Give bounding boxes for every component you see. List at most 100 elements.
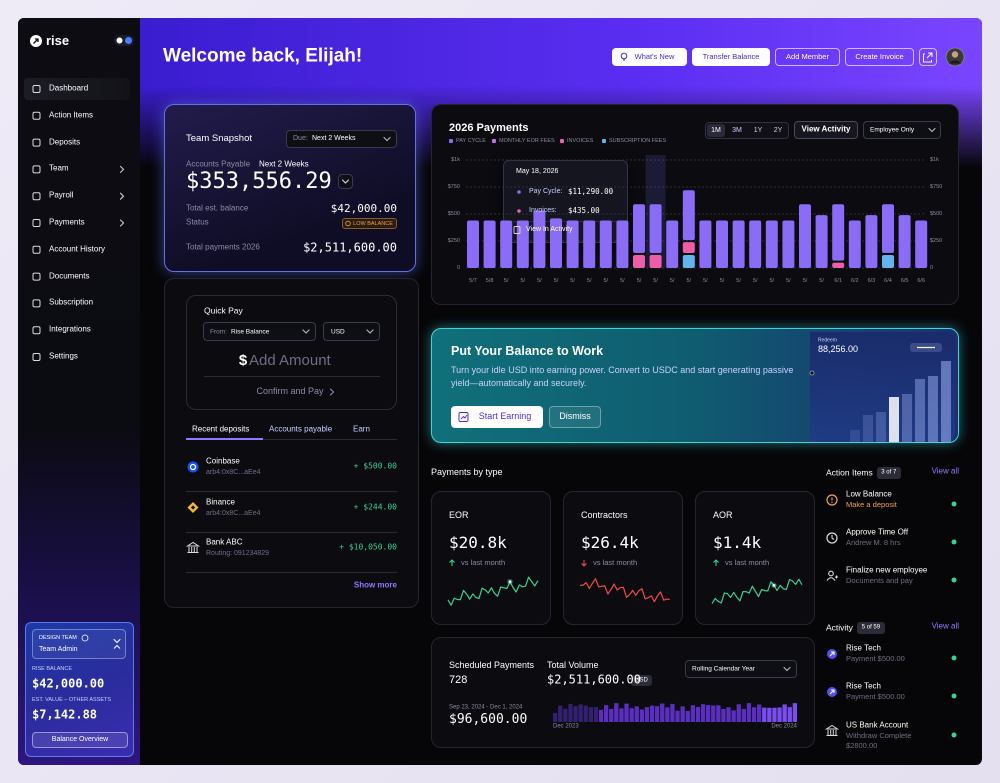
header-button[interactable]: [845, 48, 914, 66]
start-earning-button[interactable]: [451, 406, 543, 428]
due-select[interactable]: [286, 130, 397, 148]
view-all[interactable]: View all: [931, 621, 959, 631]
tab[interactable]: Earn: [353, 424, 370, 434]
widget-bar: [915, 379, 925, 442]
filter-value[interactable]: Employee Only: [870, 126, 915, 134]
x-tick-label: 5/: [570, 277, 575, 284]
currency-select[interactable]: [323, 322, 380, 341]
widget-dot: [809, 370, 815, 376]
item-title[interactable]: Finalize new employee: [846, 565, 928, 575]
nav-item[interactable]: Payroll: [49, 190, 74, 200]
divider: [513, 221, 618, 222]
tooltip-link[interactable]: View In Activity: [526, 226, 573, 234]
due-value[interactable]: Next 2 Weeks: [312, 135, 356, 143]
x-tick-label: 5/: [620, 277, 625, 284]
volume-bar: [583, 705, 588, 722]
assets-value: $7,142.88: [32, 707, 98, 722]
nav-item[interactable]: Team: [49, 163, 69, 173]
nav-icon: [32, 192, 41, 201]
nav-item[interactable]: Settings: [49, 351, 78, 361]
start-earning-label[interactable]: Start Earning: [478, 411, 532, 422]
volume-bar: [624, 703, 629, 722]
period-select[interactable]: [685, 660, 797, 678]
nav-item[interactable]: Documents: [49, 271, 90, 281]
nav-item[interactable]: Account History: [49, 244, 106, 254]
nav-item[interactable]: Dashboard: [49, 83, 89, 93]
volume-bar: [746, 703, 752, 722]
theme-toggle[interactable]: [114, 35, 134, 46]
expand-button[interactable]: [338, 174, 353, 189]
show-more[interactable]: Show more: [353, 580, 397, 590]
share-button[interactable]: [919, 48, 937, 66]
tab[interactable]: Accounts payable: [269, 424, 333, 434]
bar-segment: [633, 204, 645, 254]
header-button[interactable]: [692, 48, 770, 66]
range-amount: $96,600.00: [449, 711, 528, 727]
balance-overview-label[interactable]: Balance Overview: [51, 736, 109, 744]
item-title[interactable]: US Bank Account: [846, 720, 909, 730]
deposit-amount: + $500.00: [353, 461, 397, 471]
view-activity-button[interactable]: [794, 121, 858, 139]
info-icon: [81, 634, 89, 642]
from-value[interactable]: Rise Balance: [231, 327, 270, 335]
range-button[interactable]: 1M: [711, 126, 721, 134]
volume-bar: [675, 710, 680, 722]
x-tick-label: 5/: [537, 277, 542, 284]
currency-value[interactable]: USD: [331, 327, 345, 335]
header-button-label[interactable]: Transfer Balance: [702, 51, 760, 61]
icon: [190, 505, 196, 510]
header-button-label[interactable]: Create Invoice: [855, 51, 904, 61]
volume-bar: [721, 709, 726, 722]
trend-note: vs last month: [725, 557, 770, 567]
tooltip-dot: [517, 190, 521, 194]
volume-bar: [716, 705, 721, 722]
nav-item[interactable]: Action Items: [49, 110, 94, 120]
header-button[interactable]: [612, 48, 687, 66]
item-title[interactable]: Rise Tech: [846, 681, 881, 691]
nav-item[interactable]: Subscription: [49, 297, 94, 307]
icon: [831, 501, 833, 504]
tab[interactable]: Recent deposits: [192, 424, 250, 434]
tooltip-value: $435.00: [568, 205, 600, 215]
range-label: Sep 23, 2024 - Dec 1, 2024: [449, 704, 523, 711]
filter-select[interactable]: [863, 121, 941, 139]
widget-bar: [850, 430, 860, 442]
status-label: Status: [186, 217, 209, 227]
sparkline-dot: [772, 583, 776, 587]
nav-item[interactable]: Payments: [49, 217, 85, 227]
item-title[interactable]: Approve Time Off: [846, 527, 909, 537]
nav-item[interactable]: Integrations: [49, 324, 91, 334]
view-activity-label[interactable]: View Activity: [801, 124, 851, 134]
team-selector[interactable]: [32, 629, 126, 659]
item-title[interactable]: Low Balance: [846, 489, 892, 499]
range-button[interactable]: 2Y: [773, 126, 783, 134]
bar-segment: [749, 220, 762, 268]
trend-arrow: [713, 559, 719, 566]
header-button-label[interactable]: Add Member: [786, 51, 829, 61]
period-value[interactable]: Rolling Calendar Year: [692, 665, 755, 673]
amount-input[interactable]: Add Amount: [249, 351, 331, 369]
bar-segment: [732, 220, 745, 268]
range-button[interactable]: 3M: [732, 126, 742, 134]
from-select[interactable]: [203, 322, 316, 341]
dismiss-button[interactable]: [549, 406, 601, 428]
header-button[interactable]: [775, 48, 840, 66]
bar-segment: [566, 220, 579, 268]
balance-overview-button[interactable]: [32, 732, 128, 748]
nav-item[interactable]: Deposits: [49, 137, 81, 147]
confirm-button[interactable]: Confirm and Pay: [256, 386, 324, 397]
dismiss-label[interactable]: Dismiss: [559, 411, 591, 422]
deposit-name: Bank ABC: [206, 537, 243, 547]
divider: [204, 376, 380, 377]
y2-tick-label: $1k: [930, 156, 939, 163]
bar-segment: [848, 220, 861, 268]
status-dot: [951, 655, 957, 661]
status-dot: [951, 693, 957, 699]
bar-segment: [882, 255, 894, 268]
view-all[interactable]: View all: [931, 466, 959, 476]
header-button-label[interactable]: What's New: [634, 51, 675, 61]
range-button[interactable]: 1Y: [753, 126, 763, 134]
item-title[interactable]: Rise Tech: [846, 643, 881, 653]
logo: rise: [46, 32, 70, 48]
